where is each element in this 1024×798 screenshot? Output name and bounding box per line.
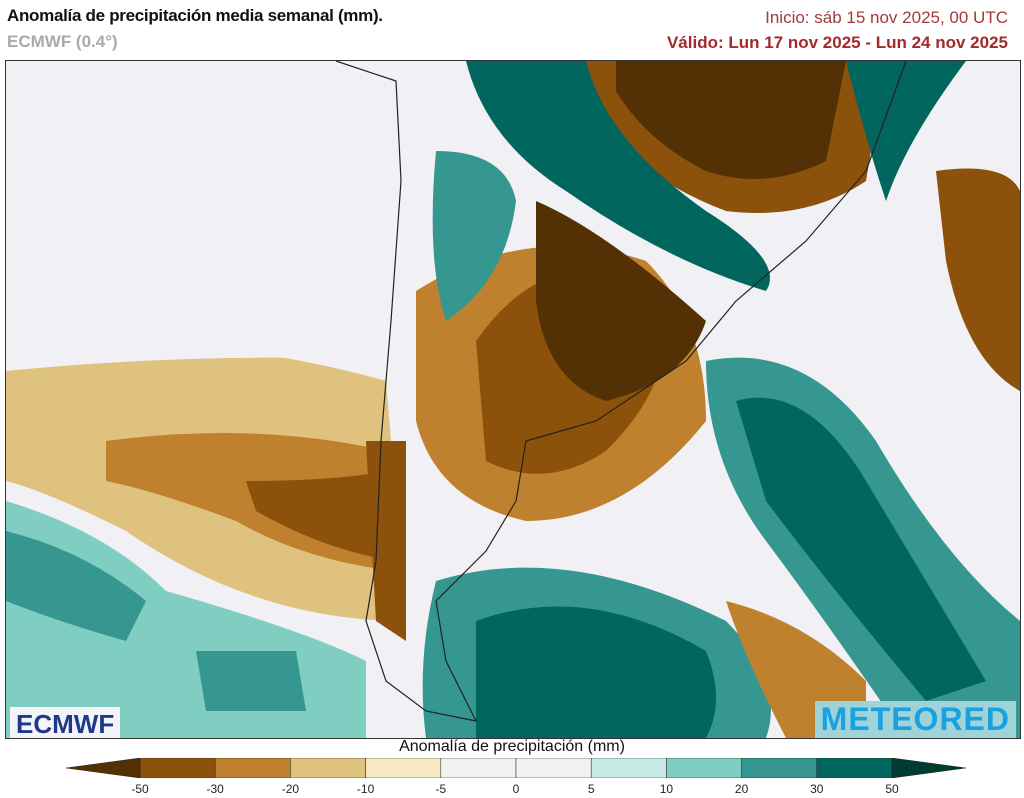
colorbar-tick-label: 5 xyxy=(587,782,595,796)
wet-band-east xyxy=(846,61,966,201)
colorbar-tick-label: 50 xyxy=(885,782,899,796)
dry-region-patagonia-coast xyxy=(366,441,406,641)
wet-region-sw-core xyxy=(6,531,146,641)
colorbar-tick-label: -30 xyxy=(206,782,224,796)
colorbar-title: Anomalía de precipitación (mm) xyxy=(399,738,625,755)
meteored-logo: METEORED xyxy=(814,701,1016,738)
colorbar-tick-label: 0 xyxy=(512,782,520,796)
map-title: Anomalía de precipitación media semanal … xyxy=(7,6,383,25)
colorbar-tick-label: -50 xyxy=(131,782,149,796)
init-time: Inicio: sáb 15 nov 2025, 00 UTC xyxy=(765,8,1008,27)
colorbar-segment xyxy=(365,758,442,778)
map-field xyxy=(6,61,1020,738)
wet-region-south-atlantic-core xyxy=(476,606,716,738)
colorbar-tick-label: -20 xyxy=(281,782,300,796)
colorbar-segment xyxy=(290,758,366,778)
colorbar-segment xyxy=(139,758,216,778)
dry-region-brazil-core xyxy=(616,61,846,179)
colorbar-tick-label: -10 xyxy=(356,782,375,796)
model-label: ECMWF (0.4°) xyxy=(7,32,118,51)
colorbar xyxy=(66,758,966,778)
dry-region-argentina-deep xyxy=(536,201,706,401)
ecmwf-logo: ECMWF xyxy=(10,707,121,738)
wet-region-andes xyxy=(432,151,516,321)
colorbar-tick-label: 20 xyxy=(734,782,749,796)
colorbar-tick-label: 10 xyxy=(659,782,674,796)
colorbar-segment xyxy=(440,758,517,778)
colorbar-segment xyxy=(590,758,667,778)
colorbar-segment xyxy=(816,758,893,778)
coastline xyxy=(335,61,907,722)
dry-region-east xyxy=(936,168,1020,391)
colorbar-tick-label: 30 xyxy=(810,782,824,796)
wet-region-sw-small xyxy=(196,651,306,711)
wet-band-north xyxy=(466,61,770,291)
colorbar-segment xyxy=(666,758,742,778)
colorbar-over-triangle xyxy=(891,758,966,778)
colorbar-segment xyxy=(214,758,291,778)
near-normal-region xyxy=(6,61,406,371)
colorbar-tick-label: -5 xyxy=(435,782,447,796)
colorbar-under-triangle xyxy=(66,758,141,778)
colorbar-segment xyxy=(741,758,818,778)
precipitation-anomaly-map[interactable]: ECMWF METEORED xyxy=(5,60,1021,739)
colorbar-segment xyxy=(515,758,592,778)
wet-band-atlantic-core xyxy=(736,397,986,701)
dry-region-pacific-deep xyxy=(246,471,396,561)
valid-period: Válido: Lun 17 nov 2025 - Lun 24 nov 202… xyxy=(666,33,1008,52)
